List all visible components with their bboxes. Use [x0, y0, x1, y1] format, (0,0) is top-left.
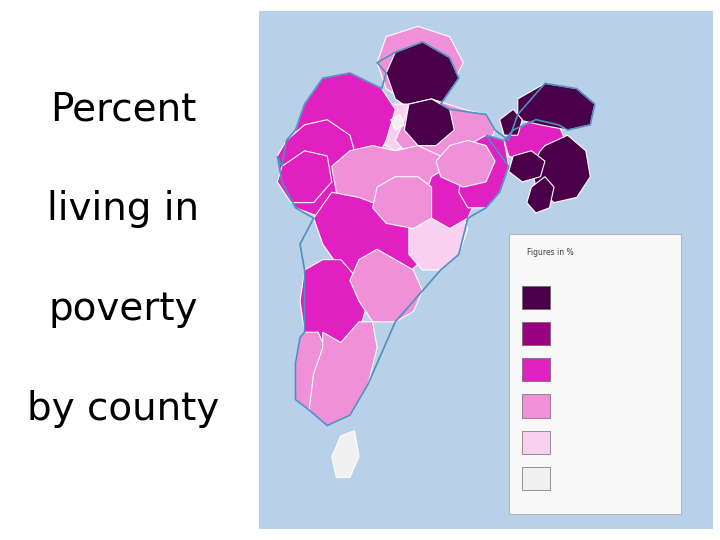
Polygon shape	[409, 198, 468, 270]
Polygon shape	[508, 151, 545, 182]
Polygon shape	[391, 114, 405, 130]
Text: Below 10: Below 10	[559, 292, 593, 300]
Polygon shape	[405, 104, 450, 146]
Polygon shape	[277, 120, 359, 218]
Text: 10-20: 10-20	[559, 328, 580, 337]
Text: 30-40: 30-40	[559, 400, 581, 409]
FancyBboxPatch shape	[522, 322, 549, 345]
Polygon shape	[527, 177, 554, 213]
Text: Figures in %: Figures in %	[527, 248, 573, 257]
FancyBboxPatch shape	[522, 394, 549, 418]
Text: 40-50: 40-50	[559, 436, 581, 446]
Polygon shape	[309, 322, 377, 426]
Polygon shape	[377, 26, 464, 104]
FancyBboxPatch shape	[522, 394, 549, 418]
Text: 20-30: 20-30	[559, 364, 581, 373]
Polygon shape	[504, 120, 567, 166]
Polygon shape	[295, 73, 395, 182]
Polygon shape	[531, 135, 590, 202]
FancyBboxPatch shape	[508, 234, 681, 514]
Text: Figures in %: Figures in %	[527, 251, 573, 260]
Polygon shape	[395, 99, 495, 166]
Polygon shape	[277, 151, 332, 202]
Text: Percent

living in

poverty

by county: Percent living in poverty by county	[27, 90, 220, 428]
FancyBboxPatch shape	[522, 286, 549, 309]
Text: 40-50: 40-50	[559, 436, 581, 446]
Text: NA: NA	[559, 473, 570, 482]
Polygon shape	[436, 140, 495, 187]
Polygon shape	[295, 332, 327, 410]
FancyBboxPatch shape	[522, 431, 549, 454]
Polygon shape	[332, 146, 459, 228]
Polygon shape	[373, 104, 423, 151]
FancyBboxPatch shape	[522, 467, 549, 490]
FancyBboxPatch shape	[522, 322, 549, 345]
Text: 20-30: 20-30	[559, 364, 581, 373]
Polygon shape	[300, 260, 368, 353]
FancyBboxPatch shape	[522, 431, 549, 454]
Text: Below 10: Below 10	[559, 292, 593, 300]
Polygon shape	[350, 249, 423, 322]
FancyBboxPatch shape	[522, 358, 549, 381]
Polygon shape	[405, 99, 454, 146]
FancyBboxPatch shape	[522, 286, 549, 309]
Polygon shape	[386, 42, 459, 114]
Polygon shape	[518, 83, 595, 130]
Polygon shape	[459, 135, 508, 208]
Text: NA: NA	[559, 473, 570, 482]
FancyBboxPatch shape	[522, 467, 549, 490]
Polygon shape	[373, 177, 431, 228]
Polygon shape	[500, 109, 522, 135]
Polygon shape	[595, 291, 599, 306]
Polygon shape	[423, 166, 477, 228]
FancyBboxPatch shape	[522, 358, 549, 381]
Text: 10-20: 10-20	[559, 328, 580, 337]
Text: 30-40: 30-40	[559, 400, 581, 409]
Polygon shape	[314, 192, 431, 291]
Polygon shape	[332, 431, 359, 477]
